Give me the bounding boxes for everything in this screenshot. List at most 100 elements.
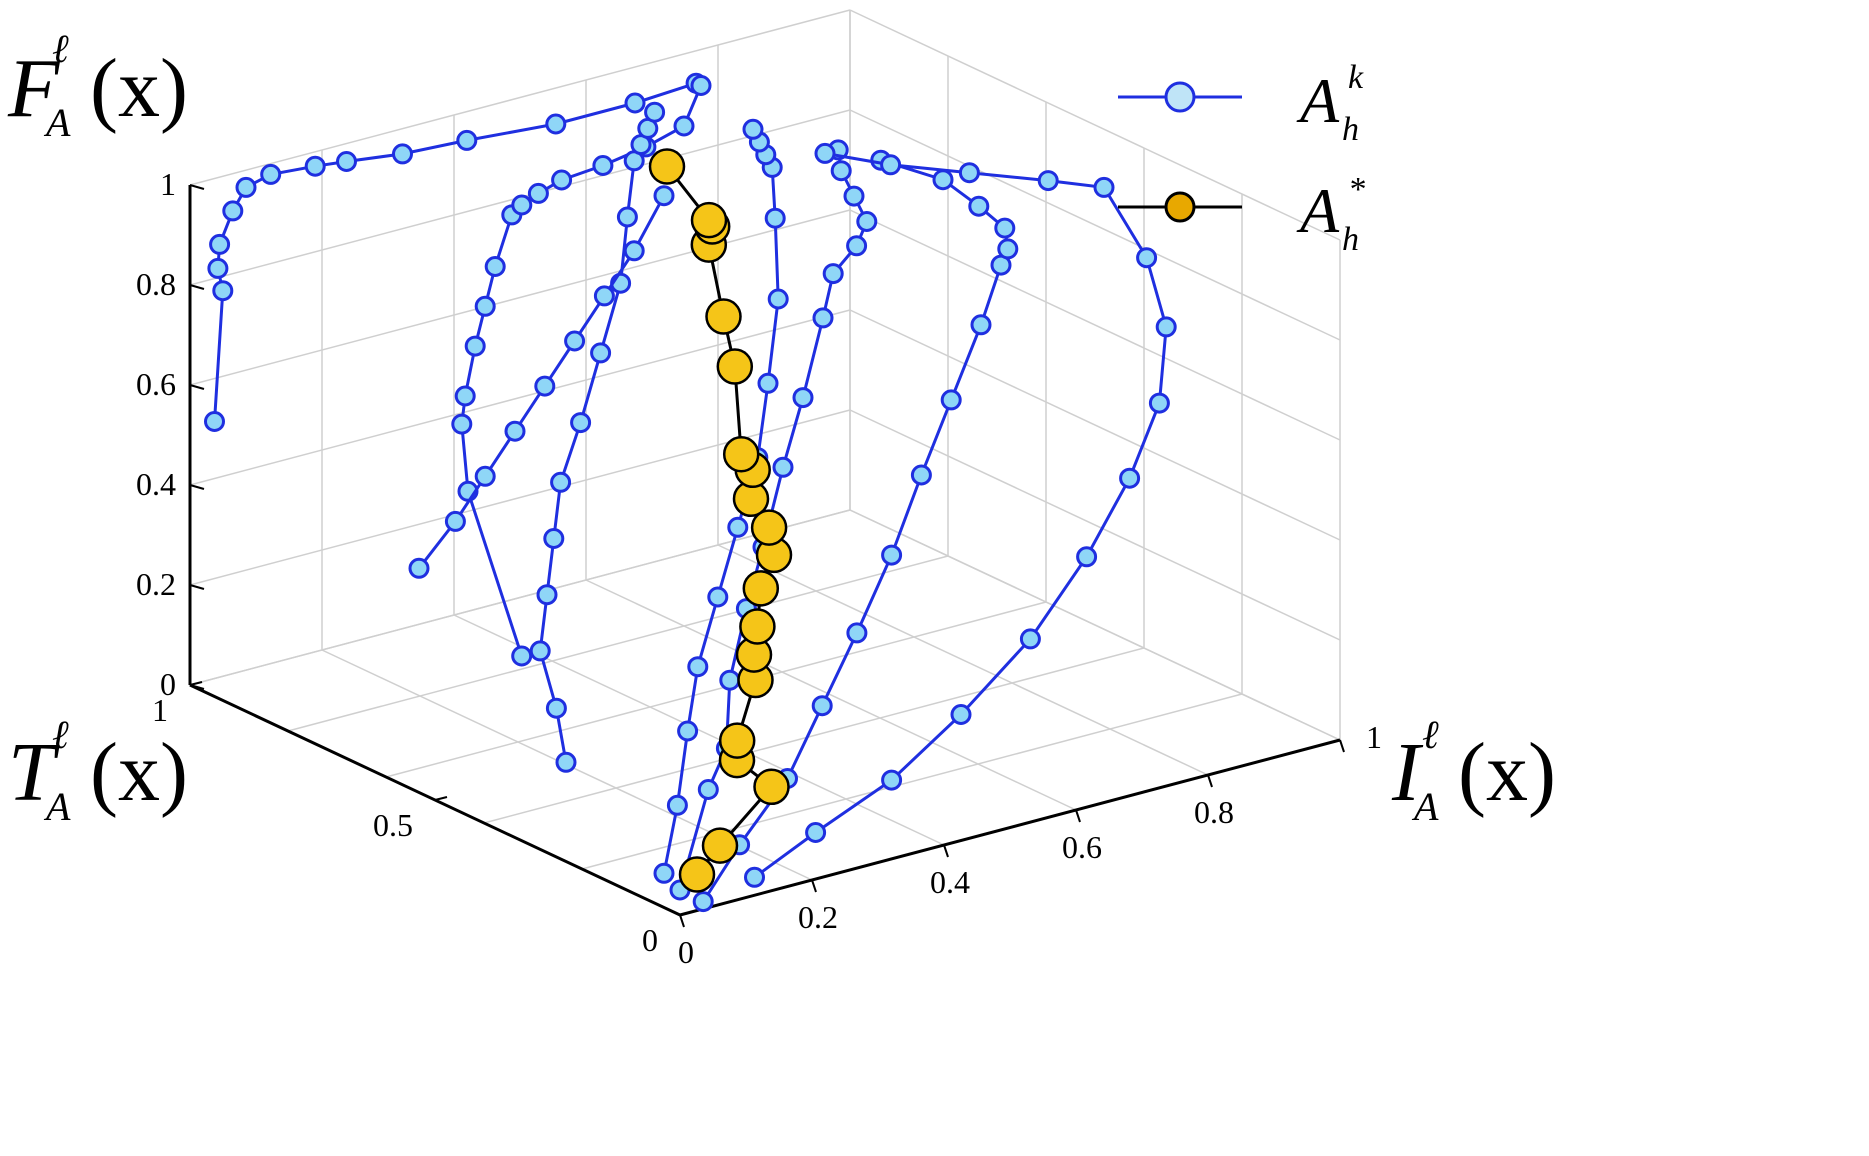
ahk-point [304,155,326,177]
ahk-point [677,720,699,742]
ahk-point [772,456,794,478]
grid-line [849,309,1341,541]
svg-text:(x): (x) [90,42,188,135]
ahk-point [719,669,741,691]
series-ahk [744,142,1177,888]
f-tick-label: 0.6 [136,366,176,402]
series-ahk [529,101,666,773]
svg-text:h: h [1342,111,1359,148]
f-tick-label: 0.8 [136,266,176,302]
ahk-point [1119,467,1141,489]
ahk-point [207,257,229,279]
legend-entry-ahk: A k h [1118,59,1364,148]
ahk-point [204,411,225,432]
ahk-point [222,200,244,222]
ahstar-point [716,348,754,385]
svg-text:ℓ: ℓ [52,712,69,757]
series-ahk [692,149,1019,913]
svg-text:A: A [43,784,71,829]
ahk-point [456,129,478,151]
ahk-point [812,307,834,329]
ahk-point [529,640,551,662]
ahk-point [570,412,592,434]
ahk-point [551,169,573,191]
grid-line [849,409,1341,641]
i-tick-label: 0 [678,934,694,970]
t-tick-label: 1 [152,692,168,728]
ahk-point [644,101,666,123]
ahk-point [767,288,789,310]
legend: A k h A * h [1118,59,1365,258]
svg-text:h: h [1342,221,1359,258]
f-tick-label: 0 [160,666,176,702]
i-axis-line [679,738,1341,917]
ahk-point [451,413,473,435]
f-tick-label: 1 [160,166,176,202]
ahk-point [697,779,719,800]
f-tick-mark [189,684,205,690]
ahk-point [792,387,814,409]
axis-title-i: I ℓ A (x) [1391,712,1556,829]
ahk-point [260,163,282,185]
grid-line [189,509,851,686]
ahk-point [484,256,506,277]
data-series [204,72,1177,913]
svg-text:(x): (x) [90,726,188,819]
ahk-point [805,822,827,843]
ahstar-point [753,768,790,806]
ahk-point [408,557,430,579]
ahk-point [692,891,714,913]
legend-marker-ahk [1164,81,1196,113]
ahk-point [856,211,878,232]
svg-text:T: T [8,726,60,819]
ahk-point [336,151,357,172]
ahk-point [511,645,533,667]
axes [188,184,1345,928]
grid-line [849,209,1341,441]
t-tick-label: 0.5 [373,807,413,843]
ahk-point [687,656,709,678]
ahk-point [543,528,565,549]
legend-entry-ahstar: A * h [1118,171,1365,258]
ahk-point [742,118,764,140]
ahstar-point [678,856,716,893]
ahk-point [880,154,902,176]
ahstar-point [742,570,780,607]
i-tick-mark [1339,739,1345,753]
svg-text:A: A [1296,175,1340,246]
ahk-point [209,233,231,255]
ahk-point [653,185,675,207]
ahk-point [910,464,932,486]
ahstar-point [718,722,756,759]
ahk-point [970,314,992,336]
grid-line [483,647,1145,824]
ahk-point [555,751,577,773]
series-ahstar [648,148,793,893]
grid-line [385,601,1047,778]
ahk-point [1148,392,1170,414]
t-tick-mark [434,796,448,801]
ahk-point [653,862,675,884]
ahk-point [464,335,486,357]
t-tick-mark [679,911,693,916]
f-tick-mark [189,284,205,290]
svg-text:(x): (x) [1458,726,1556,819]
f-tick-mark [189,584,205,590]
i-tick-mark [811,879,817,893]
ahk-line [701,158,1010,903]
axis-title-t: T ℓ A (x) [8,712,188,829]
svg-text:A: A [1411,784,1439,829]
ahk-point [235,176,257,198]
i-tick-label: 1 [1366,719,1382,755]
ahk-point [814,142,836,164]
t-tick-mark [189,681,203,686]
i-tick-mark [943,844,949,858]
ahk-point [592,155,614,176]
ahk-point [504,420,526,442]
ahk-point [822,263,844,285]
ahk-point [623,240,645,262]
ahk-point [474,295,496,317]
ahk-point [764,207,786,229]
ahk-point [932,169,954,191]
